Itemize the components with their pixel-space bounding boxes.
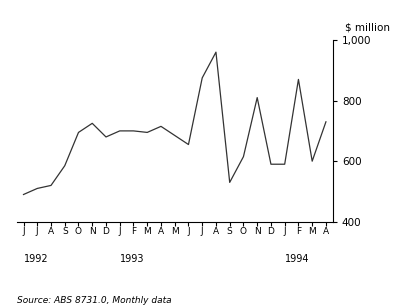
- Text: Source: ABS 8731.0, Monthly data: Source: ABS 8731.0, Monthly data: [17, 296, 171, 305]
- Text: 1993: 1993: [120, 254, 144, 265]
- Text: 1992: 1992: [24, 254, 48, 265]
- Text: $ million: $ million: [345, 23, 390, 33]
- Text: 1994: 1994: [285, 254, 309, 265]
